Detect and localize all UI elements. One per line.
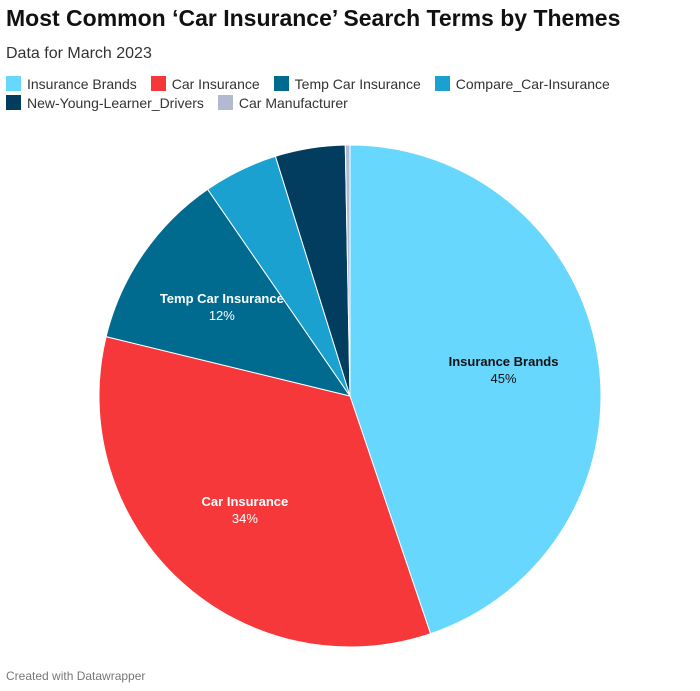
legend-item: Car Insurance — [150, 75, 260, 92]
slice-value-label: 45% — [491, 371, 517, 386]
legend-swatch — [6, 76, 21, 91]
pie-slice — [344, 144, 351, 397]
slice-label: Insurance Brands — [449, 354, 559, 369]
slice-value-label: 34% — [232, 511, 258, 526]
chart-title: Most Common ‘Car Insurance’ Search Terms… — [6, 5, 621, 31]
legend-item: Temp Car Insurance — [273, 75, 421, 92]
legend-label: Car Manufacturer — [238, 94, 348, 111]
legend-swatch — [217, 95, 233, 110]
legend-item: New-Young-Learner_Drivers — [6, 94, 204, 111]
pie-slice — [349, 144, 602, 635]
legend-item: Compare_Car-Insurance — [434, 75, 610, 92]
legend: Insurance Brands Car Insurance Temp Car In… — [6, 75, 646, 111]
legend-swatch — [6, 95, 21, 110]
legend-swatch — [434, 76, 450, 91]
chart-subtitle: Data for March 2023 — [6, 45, 152, 62]
legend-label: Insurance Brands — [27, 75, 137, 92]
slice-label: Car Insurance — [202, 494, 289, 509]
footer: Created with Datawrapper — [6, 669, 146, 683]
pie-slice — [105, 188, 352, 397]
legend-item: Insurance Brands — [6, 75, 137, 92]
pie-slice — [98, 336, 432, 648]
legend-swatch — [273, 76, 289, 91]
slice-label: Temp Car Insurance — [160, 291, 284, 306]
legend-swatch — [150, 76, 166, 91]
slice-value-label: 12% — [209, 308, 235, 323]
legend-item: Car Manufacturer — [217, 94, 348, 111]
legend-label: New-Young-Learner_Drivers — [27, 94, 204, 111]
legend-label: Temp Car Insurance — [294, 75, 421, 92]
legend-label: Compare_Car-Insurance — [455, 75, 610, 92]
legend-label: Car Insurance — [171, 75, 260, 92]
